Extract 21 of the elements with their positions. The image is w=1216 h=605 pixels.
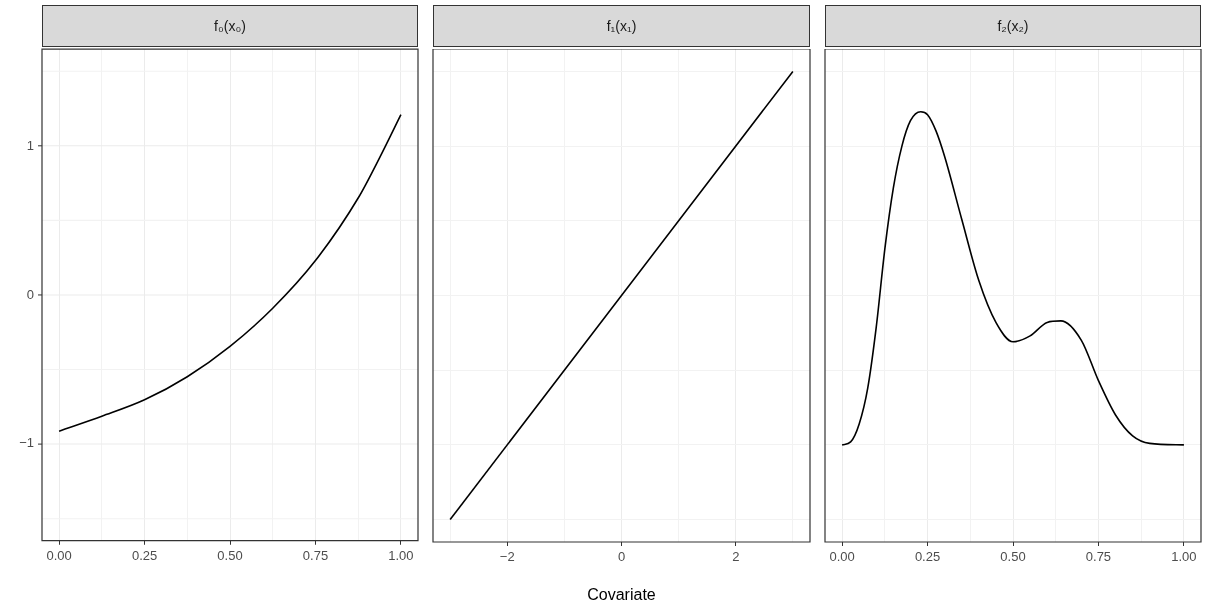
- x-tick-label: 1.00: [388, 548, 414, 564]
- chart-title: f₀(x₀): [42, 5, 418, 47]
- x-tick-label: 0.25: [914, 549, 941, 565]
- y-tick-label: 0: [26, 286, 34, 302]
- y-tick-label: 1: [26, 137, 34, 153]
- x-tick-label: 0.50: [217, 548, 243, 564]
- x-tick-label: −2: [499, 549, 515, 565]
- x-tick-label: 0.00: [46, 548, 72, 564]
- chart-title: f₁(x₁): [433, 5, 810, 47]
- x-axis-title: Covariate: [587, 585, 656, 603]
- x-tick-label: 0.25: [131, 548, 158, 564]
- x-tick-label: 0.75: [302, 548, 329, 564]
- x-tick-label: 0: [617, 549, 626, 565]
- x-tick-label: 2: [732, 549, 740, 565]
- x-tick-label: 1.00: [1171, 549, 1197, 565]
- x-tick-label: 0.00: [829, 549, 855, 565]
- x-tick-label: 0.75: [1085, 549, 1112, 565]
- x-tick-label: 0.50: [1000, 549, 1026, 565]
- line-series: [58, 113, 402, 433]
- chart-title: f₂(x₂): [825, 5, 1201, 47]
- y-tick-label: −1: [19, 435, 34, 451]
